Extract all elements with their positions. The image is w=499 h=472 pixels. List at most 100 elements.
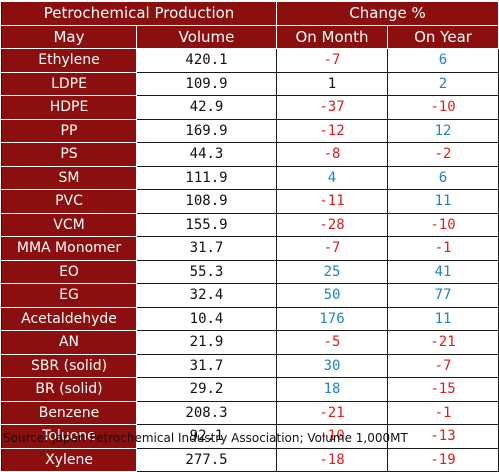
on-year-cell: 12: [387, 118, 499, 143]
table-row: PS 44.3 -8 -2: [1, 142, 499, 167]
volume-cell: 42.9: [135, 95, 278, 120]
table-row: PVC 108.9 -11 11: [1, 189, 499, 214]
volume-cell: 29.2: [135, 377, 278, 402]
on-year-cell: -10: [387, 212, 499, 237]
title-row: Petrochemical Production Change %: [0, 1, 499, 26]
table-title: Petrochemical Production: [0, 1, 278, 26]
volume-cell: 155.9: [135, 212, 278, 237]
volume-cell: 111.9: [135, 165, 278, 190]
on-year-cell: -1: [387, 400, 499, 425]
table-row: MMA Monomer 31.7 -7 -1: [1, 236, 499, 261]
table-row: SBR (solid) 31.7 30 -7: [1, 353, 499, 378]
on-month-cell: 1: [276, 71, 389, 96]
table-body: Ethylene 420.1 -7 6 LDPE 109.9 1 2 HDPE 42.9 -37 -1…: [1, 48, 499, 472]
product-name-cell: AN: [1, 330, 137, 355]
on-year-cell: -15: [387, 377, 499, 402]
table-row: EG 32.4 50 77: [1, 283, 499, 308]
table-row: VCM 155.9 -28 -10: [1, 212, 499, 237]
on-month-cell: 176: [276, 306, 389, 331]
table-row: Xylene 277.5 -18 -19: [1, 447, 499, 472]
table-row: HDPE 42.9 -37 -10: [1, 95, 499, 120]
table-row: AN 21.9 -5 -21: [1, 330, 499, 355]
column-header-row: May Volume On Month On Year: [1, 24, 499, 49]
volume-cell: 21.9: [135, 330, 278, 355]
product-name-cell: SM: [1, 165, 137, 190]
table-row: Toluene 92.1 -10 -13: [1, 424, 499, 449]
volume-cell: 32.4: [135, 283, 278, 308]
on-year-cell: 77: [387, 283, 499, 308]
on-year-cell: -19: [387, 447, 499, 472]
on-year-cell: 11: [387, 306, 499, 331]
product-name-cell: HDPE: [1, 95, 137, 120]
table-row: PP 169.9 -12 12: [1, 118, 499, 143]
product-name-cell: PVC: [1, 189, 137, 214]
volume-cell: 277.5: [135, 447, 278, 472]
on-year-cell: -10: [387, 95, 499, 120]
product-name-cell: VCM: [1, 212, 137, 237]
on-month-cell: 25: [276, 259, 389, 284]
product-name-cell: BR (solid): [1, 377, 137, 402]
on-year-cell: 2: [387, 71, 499, 96]
volume-cell: 420.1: [135, 48, 278, 73]
on-month-cell: -7: [276, 236, 389, 261]
on-month-cell: 18: [276, 377, 389, 402]
col-header-year: On Year: [387, 24, 499, 49]
volume-cell: 31.7: [135, 353, 278, 378]
volume-cell: 55.3: [135, 259, 278, 284]
on-year-cell: -13: [387, 424, 499, 449]
table-row: Benzene 208.3 -21 -1: [1, 400, 499, 425]
volume-cell: 10.4: [135, 306, 278, 331]
product-name-cell: EG: [1, 283, 137, 308]
table-row: SM 111.9 4 6: [1, 165, 499, 190]
on-month-cell: -28: [276, 212, 389, 237]
volume-cell: 31.7: [135, 236, 278, 261]
product-name-cell: LDPE: [1, 71, 137, 96]
product-name-cell: Xylene: [1, 447, 137, 472]
change-title: Change %: [276, 1, 499, 26]
source-note: Source: Japan Petrochemical Industry Ass…: [3, 431, 408, 445]
volume-cell: 44.3: [135, 142, 278, 167]
table-row: Ethylene 420.1 -7 6: [1, 48, 499, 73]
col-header-volume: Volume: [135, 24, 278, 49]
table-row: BR (solid) 29.2 18 -15: [1, 377, 499, 402]
volume-cell: 169.9: [135, 118, 278, 143]
on-year-cell: -21: [387, 330, 499, 355]
on-month-cell: 30: [276, 353, 389, 378]
on-month-cell: -12: [276, 118, 389, 143]
table-row: Acetaldehyde 10.4 176 11: [1, 306, 499, 331]
product-name-cell: Acetaldehyde: [1, 306, 137, 331]
product-name-cell: Benzene: [1, 400, 137, 425]
on-month-cell: -18: [276, 447, 389, 472]
product-name-cell: Toluene: [1, 424, 137, 449]
on-year-cell: -1: [387, 236, 499, 261]
col-header-name: May: [1, 24, 137, 49]
on-month-cell: -8: [276, 142, 389, 167]
product-name-cell: MMA Monomer: [1, 236, 137, 261]
product-name-cell: PP: [1, 118, 137, 143]
on-month-cell: 4: [276, 165, 389, 190]
on-month-cell: -21: [276, 400, 389, 425]
on-year-cell: -7: [387, 353, 499, 378]
on-year-cell: 11: [387, 189, 499, 214]
volume-cell: 108.9: [135, 189, 278, 214]
volume-cell: 109.9: [135, 71, 278, 96]
on-month-cell: -5: [276, 330, 389, 355]
product-name-cell: EO: [1, 259, 137, 284]
table-row: LDPE 109.9 1 2: [1, 71, 499, 96]
on-year-cell: 41: [387, 259, 499, 284]
on-month-cell: -7: [276, 48, 389, 73]
col-header-month: On Month: [276, 24, 389, 49]
volume-cell: 208.3: [135, 400, 278, 425]
on-year-cell: 6: [387, 165, 499, 190]
on-year-cell: -2: [387, 142, 499, 167]
product-name-cell: SBR (solid): [1, 353, 137, 378]
on-month-cell: -11: [276, 189, 389, 214]
on-month-cell: 50: [276, 283, 389, 308]
on-year-cell: 6: [387, 48, 499, 73]
product-name-cell: PS: [1, 142, 137, 167]
volume-cell: 92.1: [135, 424, 278, 449]
on-month-cell: -37: [276, 95, 389, 120]
product-name-cell: Ethylene: [1, 48, 137, 73]
